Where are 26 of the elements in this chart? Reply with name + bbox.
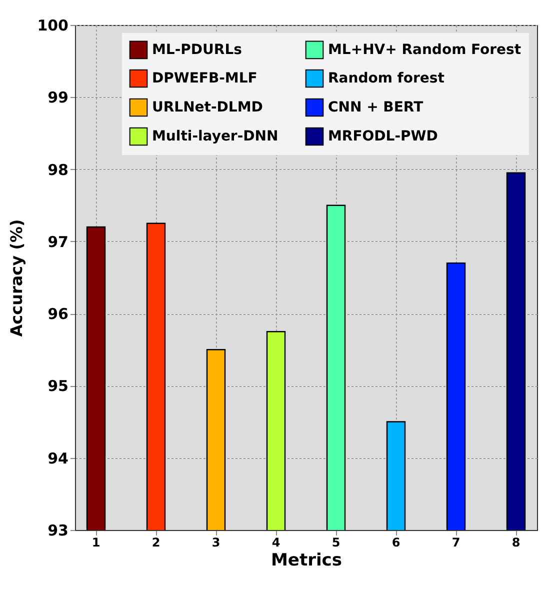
legend-label: URLNet-DLMD: [152, 100, 263, 116]
legend-label: MRFODL-PWD: [328, 128, 438, 144]
x-tick-label: 7: [452, 536, 460, 550]
y-tick-label: 96: [48, 305, 68, 324]
y-tick-label: 100: [37, 16, 68, 34]
x-tick-label: 1: [92, 536, 100, 550]
x-tick-label: 6: [392, 536, 400, 550]
legend-label: Multi-layer-DNN: [152, 128, 278, 144]
y-axis-title: Accuracy (%): [7, 219, 26, 337]
legend-label: DPWEFB-MLF: [152, 70, 258, 86]
x-axis-title: Metrics: [271, 550, 342, 570]
legend-label: ML+HV+ Random Forest: [328, 42, 522, 58]
x-tick-label: 4: [272, 536, 280, 550]
x-tick-label: 8: [512, 536, 520, 550]
y-tick-label: 98: [48, 160, 68, 179]
x-tick-label: 5: [332, 536, 340, 550]
legend-label: ML-PDURLs: [152, 42, 242, 58]
y-tick-label: 95: [48, 377, 68, 396]
y-tick-label: 99: [48, 88, 68, 107]
legend-label: Random forest: [328, 70, 445, 86]
x-tick-label: 2: [152, 536, 160, 550]
x-tick-label: 3: [212, 536, 220, 550]
y-tick-label: 93: [48, 522, 68, 540]
y-tick-label: 94: [48, 449, 68, 468]
y-tick-label: 97: [48, 232, 68, 251]
legend-label: CNN + BERT: [328, 100, 424, 116]
